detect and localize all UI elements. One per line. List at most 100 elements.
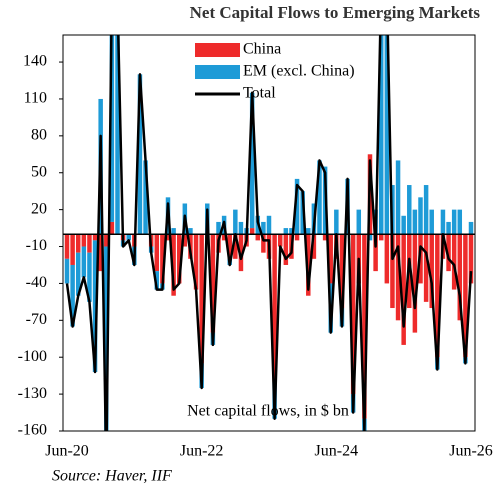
bar bbox=[401, 234, 406, 345]
bar bbox=[75, 234, 81, 253]
legend-label: China bbox=[243, 41, 281, 58]
bar bbox=[70, 264, 75, 327]
legend-label: Total bbox=[243, 85, 276, 102]
y-tick-label: -70 bbox=[26, 311, 47, 328]
bar bbox=[350, 234, 356, 395]
y-tick-label: -130 bbox=[18, 385, 47, 402]
bar bbox=[294, 234, 300, 241]
bar bbox=[75, 252, 81, 296]
bar bbox=[249, 228, 255, 235]
bar bbox=[193, 234, 199, 290]
bar bbox=[171, 228, 176, 235]
bar bbox=[418, 197, 423, 235]
y-tick-label: -160 bbox=[18, 422, 47, 439]
x-tick-label: Jun-22 bbox=[180, 443, 224, 460]
bar bbox=[339, 234, 345, 309]
bar bbox=[272, 234, 277, 382]
bar bbox=[160, 234, 165, 284]
bar bbox=[311, 234, 317, 259]
bar bbox=[104, 246, 109, 431]
bar bbox=[199, 234, 204, 364]
bar bbox=[306, 228, 311, 235]
bar bbox=[188, 228, 193, 235]
bar bbox=[468, 221, 474, 235]
source: Source: Haver, IIF bbox=[52, 468, 172, 485]
bar bbox=[233, 209, 238, 235]
bar bbox=[367, 234, 373, 241]
bar bbox=[81, 246, 87, 278]
bar bbox=[171, 234, 176, 296]
bar bbox=[407, 185, 412, 235]
plot-frame bbox=[62, 34, 476, 432]
bar bbox=[64, 234, 70, 259]
bar bbox=[306, 234, 311, 296]
bar bbox=[109, 35, 115, 222]
annotation: Net capital flows, in $ bn bbox=[187, 403, 349, 420]
bar bbox=[451, 234, 457, 290]
x-tick-label: Jun-20 bbox=[45, 443, 89, 460]
bar bbox=[362, 234, 367, 419]
bar bbox=[451, 209, 457, 235]
y-tick-label: 140 bbox=[23, 53, 47, 70]
bar bbox=[143, 160, 148, 235]
y-tick-label: 50 bbox=[31, 163, 47, 180]
bar bbox=[440, 209, 446, 235]
bar bbox=[87, 252, 92, 302]
bar bbox=[328, 234, 333, 284]
bar bbox=[384, 35, 390, 235]
bar bbox=[289, 228, 294, 235]
bar bbox=[165, 234, 171, 241]
bar bbox=[334, 209, 339, 235]
bar bbox=[463, 234, 468, 358]
bar bbox=[227, 234, 232, 259]
bar bbox=[92, 240, 98, 372]
bar bbox=[87, 234, 92, 253]
bar bbox=[115, 35, 120, 235]
bar bbox=[216, 221, 221, 235]
bar bbox=[266, 215, 272, 235]
bar bbox=[255, 234, 261, 241]
bar bbox=[401, 215, 406, 235]
y-tick-label: 110 bbox=[24, 90, 47, 107]
bar bbox=[395, 234, 401, 321]
chart-title: Net Capital Flows to Emerging Markets bbox=[190, 3, 481, 22]
y-tick-label: -10 bbox=[26, 237, 47, 254]
legend-swatch bbox=[195, 43, 240, 57]
legend-label: EM (excl. China) bbox=[243, 63, 355, 80]
bar bbox=[283, 228, 289, 235]
bar bbox=[317, 160, 322, 235]
line bbox=[65, 35, 473, 431]
bar bbox=[378, 234, 384, 241]
bar bbox=[423, 185, 429, 235]
bar bbox=[238, 221, 244, 235]
bar bbox=[446, 234, 451, 272]
bar bbox=[98, 234, 103, 272]
bar bbox=[126, 234, 131, 241]
bar bbox=[390, 234, 395, 309]
bar bbox=[429, 209, 434, 235]
bar bbox=[154, 234, 160, 272]
bar bbox=[435, 234, 440, 358]
bar bbox=[233, 234, 238, 259]
plot-area bbox=[63, 35, 475, 431]
bar bbox=[64, 258, 70, 284]
bar bbox=[283, 234, 289, 265]
bar bbox=[109, 221, 115, 235]
bar bbox=[70, 234, 75, 265]
legend-swatch bbox=[195, 65, 240, 79]
bar bbox=[81, 234, 87, 247]
y-tick-label: 20 bbox=[31, 200, 47, 217]
y-tick-label: -100 bbox=[18, 348, 47, 365]
bar bbox=[294, 178, 300, 235]
bar bbox=[423, 234, 429, 302]
bar bbox=[249, 92, 255, 229]
bar bbox=[176, 234, 182, 284]
x-tick-label: Jun-24 bbox=[315, 443, 359, 460]
bar bbox=[221, 234, 227, 241]
bar bbox=[261, 234, 266, 253]
bar bbox=[429, 234, 434, 309]
bar bbox=[356, 209, 362, 235]
bar bbox=[137, 74, 143, 235]
bar bbox=[154, 271, 160, 290]
